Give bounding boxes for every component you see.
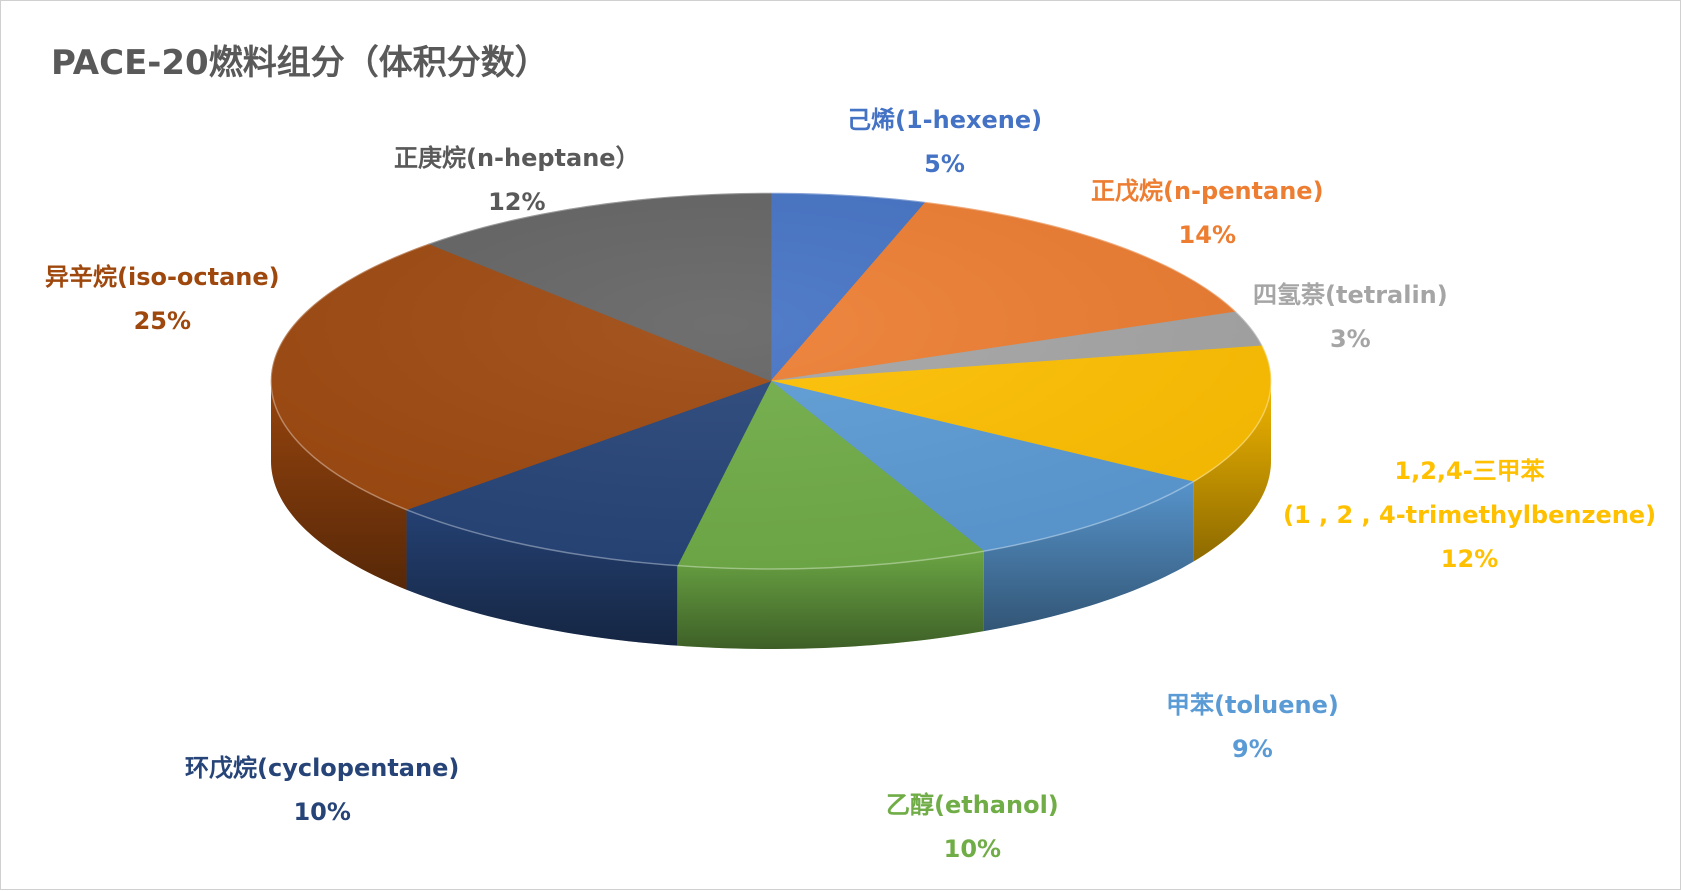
slice-label-isooctane: 异辛烷(iso-octane) 25% [45, 263, 280, 335]
pie-tops [270, 192, 1272, 570]
slice-label-hexene: 己烯(1-hexene) 5% [847, 106, 1043, 178]
slice-label-ethanol: 乙醇(ethanol) 10% [886, 791, 1059, 863]
pie-side-shade [983, 481, 1194, 632]
slice-label-toluene: 甲苯(toluene) 9% [1166, 691, 1339, 763]
slice-label-heptane: 正庚烷(n-heptane） 12% [394, 144, 640, 216]
slice-label-tetralin: 四氢萘(tetralin) 3% [1253, 281, 1448, 353]
slice-label-pentane: 正戊烷(n-pentane) 14% [1091, 177, 1324, 249]
pie-side-shade [406, 509, 678, 646]
pie-side-shade [1193, 381, 1271, 562]
pie-side-shade [677, 551, 984, 649]
pie-top-highlight [270, 192, 1272, 570]
pie-sides [271, 381, 1271, 649]
pie-side-shade [271, 381, 407, 590]
slice-label-trimethylbenzene: 1,2,4-三甲苯 (1 , 2 , 4-trimethylbenzene) 1… [1283, 457, 1657, 573]
chart-title: PACE-20燃料组分（体积分数） [51, 43, 549, 83]
slice-label-cyclopentane: 环戊烷(cyclopentane) 10% [185, 754, 460, 826]
